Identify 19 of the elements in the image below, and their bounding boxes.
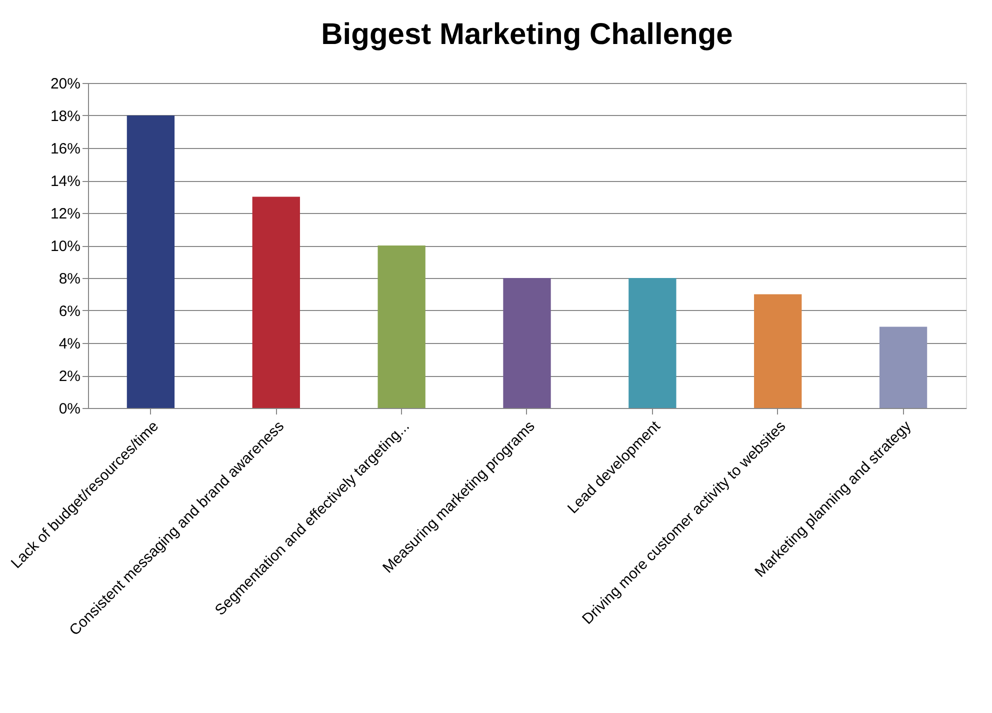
y-tick-label: 12% xyxy=(50,206,80,222)
y-tick-label: 6% xyxy=(58,303,80,320)
y-tick-label: 4% xyxy=(58,336,80,352)
y-tick-label: 14% xyxy=(50,173,80,190)
y-tick-label: 16% xyxy=(50,140,80,158)
y-tick-label: 10% xyxy=(50,238,80,255)
y-tick-label: 8% xyxy=(58,270,80,288)
y-tick-label: 20% xyxy=(50,76,80,92)
y-tick-label: 0% xyxy=(58,400,80,418)
bar xyxy=(378,246,426,408)
bar xyxy=(503,278,551,408)
chart-title: Biggest Marketing Challenge xyxy=(321,18,733,51)
bar xyxy=(879,326,928,408)
y-tick-label: 18% xyxy=(50,108,80,125)
y-tick-label: 2% xyxy=(58,368,80,385)
bar xyxy=(754,294,802,408)
bar xyxy=(628,278,676,408)
bar xyxy=(252,196,300,408)
bar xyxy=(126,116,175,408)
